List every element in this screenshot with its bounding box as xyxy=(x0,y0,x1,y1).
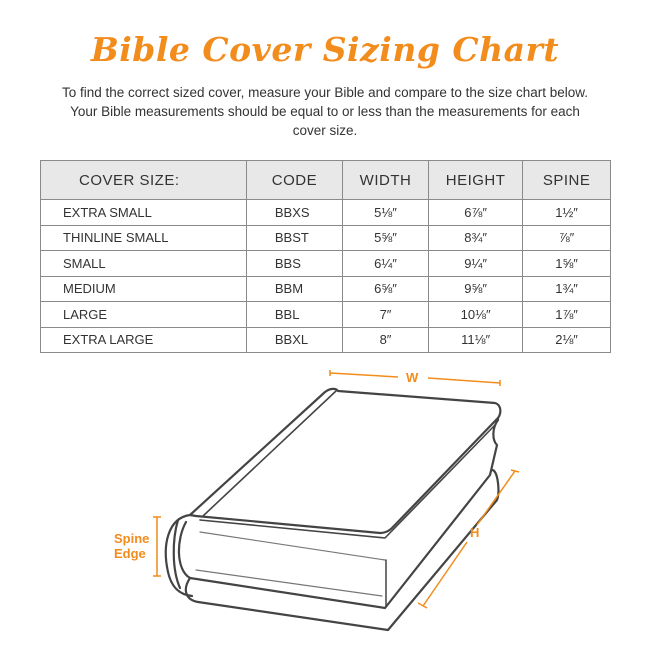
height-dimension xyxy=(417,469,520,609)
book-spine xyxy=(164,513,194,598)
intro-text: To find the correct sized cover, measure… xyxy=(61,85,589,138)
table-cell: LARGE xyxy=(40,301,247,328)
table-cell: BBM xyxy=(245,275,343,302)
column-header: WIDTH xyxy=(341,160,430,200)
table-row: LARGE BBL 7″ 10⅛″ 1⅞″ xyxy=(40,301,611,328)
table-cell: 8¾″ xyxy=(428,224,524,251)
page-title: Bible Cover Sizing Chart xyxy=(90,30,560,69)
table-row: MEDIUM BBM 6⅝″ 9⅝″ 1¾″ xyxy=(40,275,611,302)
table-cell: 5⅛″ xyxy=(341,199,430,226)
table-cell: 5⅝″ xyxy=(341,224,430,251)
table-cell: 1⅞″ xyxy=(522,301,611,328)
width-dimension xyxy=(329,370,501,386)
book-cover xyxy=(188,387,502,535)
table-cell: SMALL xyxy=(40,250,247,277)
table-row: THINLINE SMALL BBST 5⅝″ 8¾″ ⅞″ xyxy=(40,224,611,251)
table-cell: EXTRA LARGE xyxy=(40,326,247,353)
table-cell: ⅞″ xyxy=(522,224,611,251)
table-cell: 1¾″ xyxy=(522,275,611,302)
table-cell: 2⅛″ xyxy=(522,326,611,353)
table-cell: 6⅞″ xyxy=(428,199,524,226)
table-cell: EXTRA SMALL xyxy=(40,199,247,226)
table-row: EXTRA SMALL BBXS 5⅛″ 6⅞″ 1½″ xyxy=(40,199,611,226)
table-header-row: COVER SIZE: CODE WIDTH HEIGHT SPINE xyxy=(40,160,611,200)
table-cell: BBXL xyxy=(245,326,343,353)
table-row: EXTRA LARGE BBXL 8″ 11⅛″ 2⅛″ xyxy=(40,326,611,353)
table-cell: 9⅝″ xyxy=(428,275,524,302)
table-cell: 6⅝″ xyxy=(341,275,430,302)
height-label: H xyxy=(470,525,480,540)
table-cell: 11⅛″ xyxy=(428,326,524,353)
column-header: HEIGHT xyxy=(428,160,524,200)
spine-dimension xyxy=(153,516,161,577)
spine-label-line2: Edge xyxy=(114,546,146,561)
table-cell: 8″ xyxy=(341,326,430,353)
dimension-lines xyxy=(153,370,520,609)
column-header: CODE xyxy=(245,160,343,200)
column-header: SPINE xyxy=(522,160,611,200)
column-header: COVER SIZE: xyxy=(40,160,247,200)
spine-label-line1: Spine xyxy=(114,531,150,546)
width-label: W xyxy=(406,370,419,385)
size-table: COVER SIZE: CODE WIDTH HEIGHT SPINE EXTRA SM… xyxy=(40,160,611,353)
